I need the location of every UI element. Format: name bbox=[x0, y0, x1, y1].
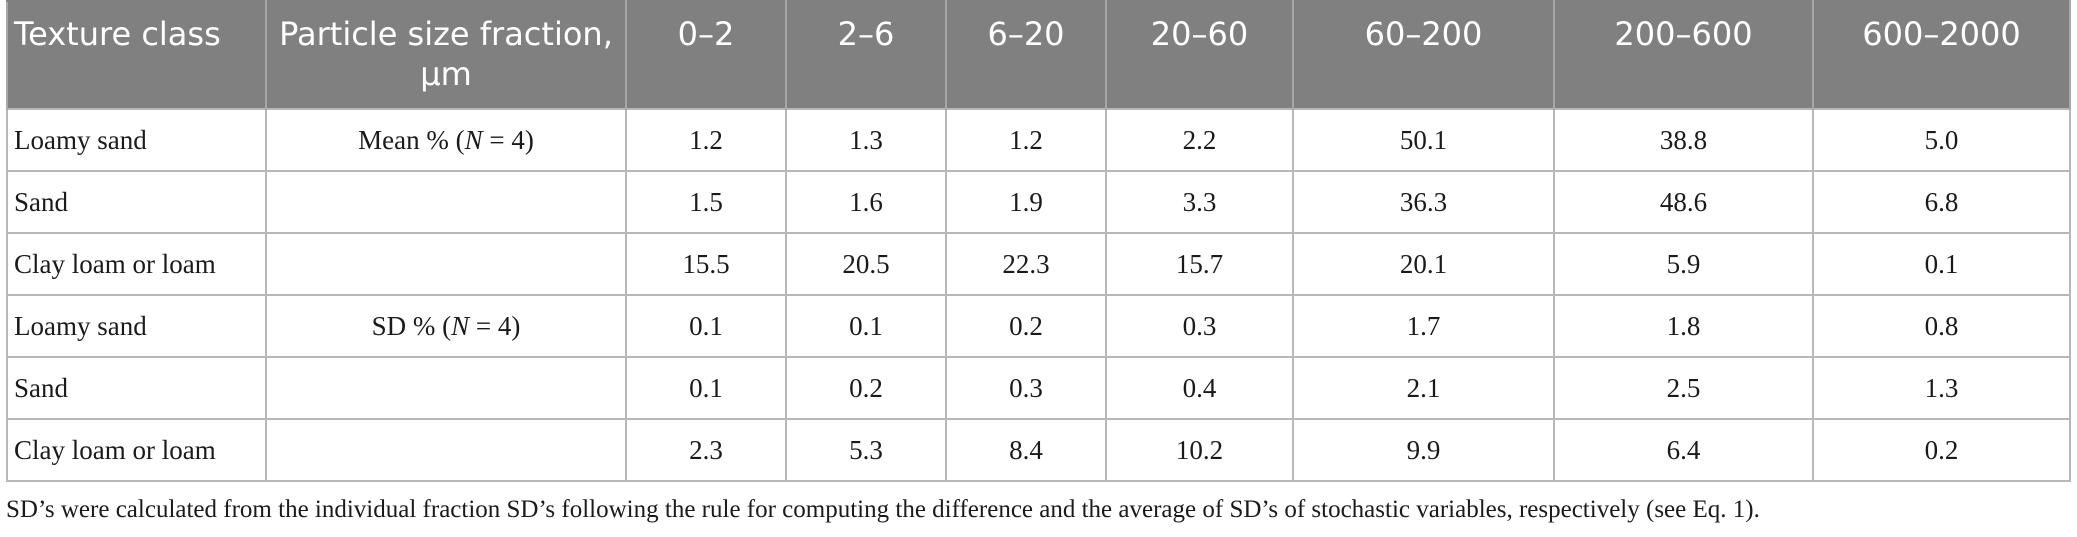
value-cell: 2.2 bbox=[1105, 108, 1294, 172]
value-cell: 36.3 bbox=[1292, 170, 1555, 234]
statistic-cell bbox=[265, 356, 627, 420]
statistic-cell: SD % (N = 4) bbox=[265, 294, 627, 358]
value-cell: 9.9 bbox=[1292, 418, 1555, 482]
table-header: Texture class Particle size fraction, μm… bbox=[6, 0, 2071, 109]
statistic-cell bbox=[265, 418, 627, 482]
value-cell: 3.3 bbox=[1105, 170, 1294, 234]
value-cell: 0.8 bbox=[1812, 294, 2071, 358]
texture-class-cell: Loamy sand bbox=[6, 294, 267, 358]
value-cell: 20.5 bbox=[785, 232, 947, 296]
value-cell: 48.6 bbox=[1553, 170, 1814, 234]
value-cell: 50.1 bbox=[1292, 108, 1555, 172]
table-row: Clay loam or loam 2.3 5.3 8.4 10.2 9.9 6.4 0.2 bbox=[6, 418, 2071, 482]
header-row: Texture class Particle size fraction, μm… bbox=[6, 0, 2071, 109]
value-cell: 6.4 bbox=[1553, 418, 1814, 482]
data-table-container: Texture class Particle size fraction, μm… bbox=[6, 0, 2071, 482]
header-fraction-6-20: 6–20 bbox=[945, 0, 1107, 109]
table-row: Clay loam or loam 15.5 20.5 22.3 15.7 20.1 5.9… bbox=[6, 232, 2071, 296]
value-cell: 5.3 bbox=[785, 418, 947, 482]
statistic-cell: Mean % (N = 4) bbox=[265, 108, 627, 172]
value-cell: 8.4 bbox=[945, 418, 1107, 482]
value-cell: 0.1 bbox=[1812, 232, 2071, 296]
value-cell: 0.4 bbox=[1105, 356, 1294, 420]
header-fraction-0-2: 0–2 bbox=[625, 0, 787, 109]
texture-class-cell: Loamy sand bbox=[6, 108, 267, 172]
value-cell: 0.2 bbox=[785, 356, 947, 420]
table-row: Sand 1.5 1.6 1.9 3.3 36.3 48.6 6.8 bbox=[6, 170, 2071, 234]
value-cell: 38.8 bbox=[1553, 108, 1814, 172]
value-cell: 2.5 bbox=[1553, 356, 1814, 420]
statistic-cell bbox=[265, 232, 627, 296]
value-cell: 10.2 bbox=[1105, 418, 1294, 482]
value-cell: 6.8 bbox=[1812, 170, 2071, 234]
value-cell: 1.8 bbox=[1553, 294, 1814, 358]
value-cell: 1.3 bbox=[1812, 356, 2071, 420]
value-cell: 22.3 bbox=[945, 232, 1107, 296]
value-cell: 15.7 bbox=[1105, 232, 1294, 296]
value-cell: 5.0 bbox=[1812, 108, 2071, 172]
table-row: Sand 0.1 0.2 0.3 0.4 2.1 2.5 1.3 bbox=[6, 356, 2071, 420]
value-cell: 1.5 bbox=[625, 170, 787, 234]
header-fraction-60-200: 60–200 bbox=[1292, 0, 1555, 109]
value-cell: 15.5 bbox=[625, 232, 787, 296]
texture-class-cell: Sand bbox=[6, 170, 267, 234]
value-cell: 0.1 bbox=[785, 294, 947, 358]
value-cell: 0.1 bbox=[625, 356, 787, 420]
header-texture-class: Texture class bbox=[6, 0, 267, 109]
table-row: Loamy sand SD % (N = 4) 0.1 0.1 0.2 0.3 1.7 1.8… bbox=[6, 294, 2071, 358]
table-footnote: SD’s were calculated from the individual… bbox=[6, 496, 1760, 523]
value-cell: 0.3 bbox=[945, 356, 1107, 420]
texture-class-cell: Sand bbox=[6, 356, 267, 420]
value-cell: 0.2 bbox=[945, 294, 1107, 358]
value-cell: 0.3 bbox=[1105, 294, 1294, 358]
texture-class-cell: Clay loam or loam bbox=[6, 418, 267, 482]
value-cell: 1.6 bbox=[785, 170, 947, 234]
value-cell: 1.2 bbox=[625, 108, 787, 172]
value-cell: 2.3 bbox=[625, 418, 787, 482]
sample-size-value: = 4) bbox=[482, 124, 534, 155]
value-cell: 5.9 bbox=[1553, 232, 1814, 296]
header-fraction-600-2000: 600–2000 bbox=[1812, 0, 2071, 109]
value-cell: 20.1 bbox=[1292, 232, 1555, 296]
sample-size-symbol: N bbox=[464, 124, 483, 155]
texture-class-cell: Clay loam or loam bbox=[6, 232, 267, 296]
header-fraction-20-60: 20–60 bbox=[1105, 0, 1294, 109]
sample-size-value: = 4) bbox=[469, 310, 521, 341]
value-cell: 2.1 bbox=[1292, 356, 1555, 420]
table-row: Loamy sand Mean % (N = 4) 1.2 1.3 1.2 2.2 50.1… bbox=[6, 108, 2071, 172]
header-fraction-200-600: 200–600 bbox=[1553, 0, 1814, 109]
sample-size-symbol: N bbox=[451, 310, 470, 341]
statistic-cell bbox=[265, 170, 627, 234]
table-body: Loamy sand Mean % (N = 4) 1.2 1.3 1.2 2.2 50.1… bbox=[6, 108, 2071, 482]
statistic-label: SD % ( bbox=[371, 310, 452, 341]
statistic-label: Mean % ( bbox=[358, 124, 465, 155]
value-cell: 0.2 bbox=[1812, 418, 2071, 482]
header-particle-size-fraction: Particle size fraction, μm bbox=[265, 0, 627, 109]
value-cell: 1.7 bbox=[1292, 294, 1555, 358]
value-cell: 1.9 bbox=[945, 170, 1107, 234]
value-cell: 0.1 bbox=[625, 294, 787, 358]
header-fraction-2-6: 2–6 bbox=[785, 0, 947, 109]
particle-size-table: Texture class Particle size fraction, μm… bbox=[6, 0, 2071, 482]
value-cell: 1.3 bbox=[785, 108, 947, 172]
value-cell: 1.2 bbox=[945, 108, 1107, 172]
